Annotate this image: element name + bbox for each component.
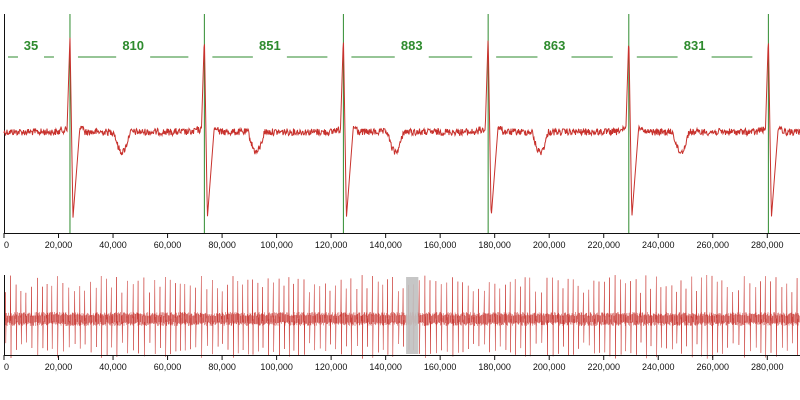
x-tick-label: 120,000 — [315, 362, 348, 372]
rr-interval-label: 863 — [544, 38, 566, 53]
x-tick-label: 240,000 — [642, 240, 675, 250]
x-tick-label: 20,000 — [45, 362, 73, 372]
detail-x-ticks: 0 20,000 40,000 60,000 80,000 100,000 120,000 1… — [3, 233, 784, 250]
rr-interval-labels: 35 810 851 883 863 831 — [8, 38, 753, 58]
x-tick-label: 0 — [4, 240, 9, 250]
overview-ecg-line — [4, 274, 800, 359]
x-tick-label: 120,000 — [315, 240, 348, 250]
x-tick-label: 220,000 — [587, 240, 620, 250]
x-tick-label: 200,000 — [533, 362, 566, 372]
x-tick-label: 40,000 — [99, 240, 127, 250]
rr-interval-label: 810 — [122, 38, 144, 53]
overview-chart-panel[interactable]: 0 20,000 40,000 60,000 80,000 100,000 120,000 1… — [3, 274, 800, 372]
x-tick-label: 280,000 — [751, 240, 784, 250]
x-tick-label: 160,000 — [424, 240, 457, 250]
x-tick-label: 60,000 — [154, 240, 182, 250]
overview-x-ticks: 0 20,000 40,000 60,000 80,000 100,000 120,000 1… — [3, 355, 784, 372]
detail-ecg-line — [3, 37, 800, 218]
x-tick-label: 260,000 — [696, 240, 729, 250]
x-tick-label: 180,000 — [478, 362, 511, 372]
x-tick-label: 100,000 — [260, 362, 293, 372]
x-tick-label: 40,000 — [99, 362, 127, 372]
rr-interval-label: 883 — [401, 38, 423, 53]
x-tick-label: 280,000 — [751, 362, 784, 372]
rr-interval-label: 35 — [24, 38, 38, 53]
rr-interval-label: 831 — [684, 38, 706, 53]
x-tick-label: 180,000 — [478, 240, 511, 250]
overview-brush-handle[interactable] — [406, 277, 419, 354]
x-tick-label: 140,000 — [369, 362, 402, 372]
x-tick-label: 260,000 — [696, 362, 729, 372]
x-tick-label: 80,000 — [208, 240, 236, 250]
detail-chart-panel: 35 810 851 883 863 831 0 20,000 40,000 60,000 80,… — [3, 14, 800, 250]
x-tick-label: 220,000 — [587, 362, 620, 372]
rr-interval-label: 851 — [259, 38, 281, 53]
x-tick-label: 60,000 — [154, 362, 182, 372]
x-tick-label: 240,000 — [642, 362, 675, 372]
x-tick-label: 200,000 — [533, 240, 566, 250]
x-tick-label: 80,000 — [208, 362, 236, 372]
x-tick-label: 0 — [4, 362, 9, 372]
x-tick-label: 140,000 — [369, 240, 402, 250]
x-tick-label: 100,000 — [260, 240, 293, 250]
x-tick-label: 160,000 — [424, 362, 457, 372]
x-tick-label: 20,000 — [45, 240, 73, 250]
